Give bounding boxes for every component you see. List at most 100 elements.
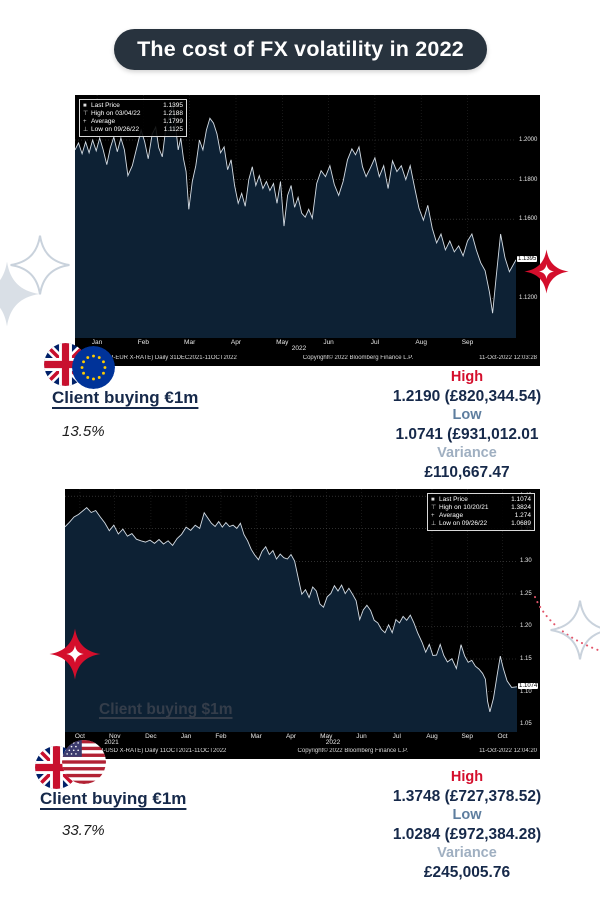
- gbp-eur-area-chart: [75, 95, 516, 338]
- high-value: 1.2190 (£820,344.54): [392, 388, 542, 405]
- x-year-label: 2022: [325, 739, 341, 746]
- y-tick-label: 1.30: [520, 558, 532, 565]
- low-marker-icon: ⊥: [431, 521, 437, 527]
- variance-value: £110,667.47: [424, 464, 510, 481]
- x-tick-label: May: [320, 733, 333, 740]
- legend-row: ⊥ Low on 09/26/22 1.1125: [83, 126, 183, 134]
- legend-row: ⊤ High on 03/04/22 1.2188: [83, 110, 183, 118]
- x-tick-label: Sep: [461, 339, 474, 346]
- variance-label: Variance: [437, 845, 497, 861]
- x-tick-label: Mar: [250, 733, 262, 740]
- legend-label: Low on 09/26/22: [91, 126, 140, 133]
- x-tick-label: Nov: [108, 733, 121, 740]
- chart-legend: ■ Last Price 1.1074 ⊤ High on 10/20/21 1.3824…: [427, 493, 535, 531]
- x-year-label: 2022: [291, 345, 307, 352]
- x-tick-label: Jul: [392, 733, 401, 740]
- variance-percent: 33.7%: [62, 822, 105, 839]
- x-tick-label: Feb: [215, 733, 227, 740]
- legend-value: 1.1125: [163, 126, 183, 133]
- chart-source-label: Curncy (GBP-EUR X-RATE) Daily 31DEC2021-…: [78, 355, 237, 361]
- x-tick-label: Jan: [180, 733, 192, 740]
- legend-label: Last Price: [439, 496, 468, 503]
- legend-value: 1.0689: [511, 520, 531, 527]
- x-tick-label: Oct: [497, 733, 508, 740]
- sparkle-cluster-left: [0, 235, 70, 327]
- stats-block-gbp-usd: High 1.3748 (£727,378.52) Low 1.0284 (£9…: [352, 768, 582, 882]
- high-marker-icon: ⊤: [83, 111, 89, 117]
- low-marker-icon: ⊥: [83, 127, 89, 133]
- x-axis: Jan Feb Mar Apr May Jun Jul Aug Sep 2022: [75, 338, 516, 352]
- legend-label: Last Price: [91, 102, 120, 109]
- chart-footer: Curncy (GBP-USD X-RATE) Daily 11OCT2021-…: [68, 748, 537, 758]
- legend-value: 1.1395: [163, 102, 183, 109]
- legend-value: 1.3824: [511, 504, 531, 511]
- legend-label: High on 10/20/21: [439, 504, 489, 511]
- legend-row: + Average 1.274: [431, 512, 531, 520]
- y-tick-label: 1.2000: [519, 136, 538, 143]
- high-label: High: [450, 369, 484, 385]
- legend-row: ⊤ High on 10/20/21 1.3824: [431, 504, 531, 512]
- sparkle-icon: [0, 261, 40, 327]
- high-label: High: [450, 769, 484, 785]
- legend-label: Low on 09/26/22: [439, 520, 488, 527]
- last-price-callout: 1.1395: [517, 255, 538, 262]
- dotted-curve: [534, 596, 599, 651]
- last-price-callout: 1.1074: [518, 682, 539, 689]
- gbp-usd-area-chart: [65, 489, 517, 732]
- chart-watermark: Client buying $1m: [99, 701, 233, 718]
- stats-block-gbp-eur: High 1.2190 (£820,344.54) Low 1.0741 (£9…: [352, 368, 582, 482]
- chart-copyright: Copyright© 2022 Bloomberg Finance L.P.: [297, 748, 408, 754]
- x-tick-label: Apr: [285, 733, 297, 740]
- legend-row: ■ Last Price 1.1074: [431, 496, 531, 504]
- legend-label: Average: [91, 118, 116, 125]
- client-buying-label: Client buying €1m: [40, 789, 187, 808]
- bloomberg-chart-gbp-eur: 1.2000 1.1800 1.1600 1.1200 1.1395 ■ Last Pr…: [75, 95, 540, 366]
- x-tick-label: Apr: [230, 339, 242, 346]
- flag-pair-gbp-usd: [35, 740, 107, 790]
- x-year-label: 2021: [104, 739, 119, 746]
- x-tick-label: Jun: [356, 733, 367, 740]
- high-value: 1.3748 (£727,378.52): [392, 788, 542, 805]
- y-tick-label: 1.10: [520, 688, 532, 695]
- x-tick-label: Aug: [415, 339, 427, 346]
- us-flag-icon: [62, 740, 106, 784]
- x-tick-label: Feb: [137, 339, 149, 346]
- low-label: Low: [452, 807, 482, 823]
- x-tick-label: Dec: [145, 733, 157, 740]
- average-marker-icon: +: [431, 513, 435, 519]
- legend-label: High on 03/04/22: [91, 110, 141, 117]
- y-tick-label: 1.25: [520, 590, 532, 597]
- sparkle-outline-icon: [10, 235, 70, 295]
- y-tick-label: 1.1800: [519, 176, 538, 183]
- x-tick-label: Oct: [74, 733, 85, 740]
- y-tick-label: 1.1600: [519, 216, 538, 223]
- low-value: 1.0284 (£972,384.28): [392, 826, 542, 843]
- chart-timestamp: 11-Oct-2022 12:03:28: [479, 355, 537, 361]
- legend-value: 1.1074: [511, 496, 531, 503]
- variance-label: Variance: [437, 445, 497, 461]
- low-label: Low: [452, 407, 482, 423]
- bloomberg-chart-gbp-usd: 1.401.351.301.251.201.151.101.05 1.1074 …: [65, 489, 540, 759]
- legend-value: 1.1799: [163, 118, 183, 125]
- legend-row: + Average 1.1799: [83, 118, 183, 126]
- x-tick-label: Jun: [323, 339, 334, 346]
- legend-value: 1.2188: [163, 110, 183, 117]
- y-tick-label: 1.05: [520, 721, 532, 728]
- x-tick-label: Jul: [370, 339, 380, 346]
- chart-footer: Curncy (GBP-EUR X-RATE) Daily 31DEC2021-…: [78, 355, 537, 365]
- x-tick-label: May: [276, 339, 289, 346]
- eu-flag-icon: [72, 346, 115, 389]
- page-title: The cost of FX volatility in 2022: [114, 29, 487, 70]
- chart-copyright: Copyright© 2022 Bloomberg Finance L.P.: [302, 355, 414, 361]
- chart-source-label: Curncy (GBP-USD X-RATE) Daily 11OCT2021-…: [68, 748, 227, 754]
- y-tick-label: 1.1200: [519, 295, 538, 302]
- chart-legend: ■ Last Price 1.1395 ⊤ High on 03/04/22 1.2188…: [79, 99, 187, 137]
- x-axis: Oct Nov Dec Jan Feb Mar Apr May Jun Jul Aug Sep Oct 2…: [65, 732, 517, 746]
- average-marker-icon: +: [83, 119, 87, 125]
- sparkle-outline-icon: [550, 600, 600, 660]
- variance-percent: 13.5%: [62, 423, 105, 440]
- low-value: 1.0741 (£931,012.01: [395, 426, 539, 443]
- flag-pair-gbp-eur: [44, 341, 116, 391]
- high-marker-icon: ⊤: [431, 505, 437, 511]
- x-tick-label: Sep: [461, 733, 474, 740]
